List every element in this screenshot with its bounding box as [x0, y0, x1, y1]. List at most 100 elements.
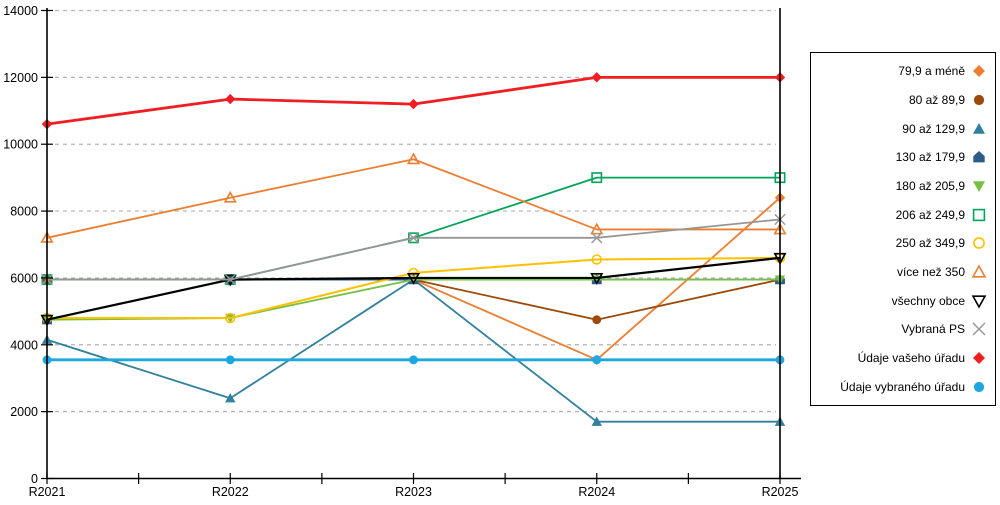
series-line [46, 256, 781, 320]
legend-marker-pentagon-icon [973, 151, 985, 163]
legend-marker-triangle-up-icon [973, 122, 985, 134]
legend-item: 80 až 89,9 [815, 86, 987, 113]
x-axis-labels: R2021 R2022 R2023 R2024 R2025 [29, 473, 799, 499]
legend-item: 180 až 205,9 [815, 172, 987, 199]
legend-marker-circle-icon [973, 381, 985, 392]
y-tick-label: 10000 [3, 138, 38, 152]
legend-marker-triangle-down-icon [973, 181, 985, 192]
legend-label: 80 až 89,9 [908, 92, 965, 107]
data-point-marker [591, 72, 602, 83]
legend-marker-circle-icon [973, 237, 985, 250]
legend-item: více než 350 [815, 258, 987, 285]
legend-marker-square-icon [972, 208, 986, 221]
legend-label: více než 350 [896, 264, 965, 279]
legend-label: 250 až 349,9 [895, 236, 965, 251]
legend-marker-shape [972, 322, 986, 336]
series-9 [40, 252, 787, 327]
legend-marker-shape [973, 151, 985, 163]
x-tick-label: R2025 [762, 485, 799, 499]
legend-marker-shape [973, 381, 985, 392]
legend-item: 250 až 349,9 [815, 230, 987, 257]
data-point-marker [223, 190, 237, 203]
series-line [46, 278, 781, 423]
series-line [46, 278, 781, 321]
data-point-marker [592, 355, 602, 365]
legend-item: všechny obce [815, 287, 987, 314]
y-tick-label: 0 [31, 472, 38, 486]
data-point-marker [408, 98, 419, 110]
legend-label: 206 až 249,9 [895, 207, 965, 222]
data-point-marker [225, 393, 236, 403]
legend-marker-shape [972, 208, 986, 221]
legend-marker-x-icon [972, 322, 986, 336]
gridlines [47, 9, 776, 413]
series-line [46, 278, 781, 321]
y-tick-label: 2000 [10, 405, 38, 419]
y-tick-label: 14000 [3, 4, 38, 18]
legend-marker-diamond-icon [973, 351, 985, 364]
legend-item: Vybraná PS [815, 316, 987, 343]
data-point-marker [225, 355, 235, 365]
data-point-marker [225, 93, 236, 105]
legend-marker-circle-icon [973, 94, 985, 106]
legend-item: Údaje vašeho úřadu [815, 344, 987, 371]
legend-label: Údaje vašeho úřadu [857, 350, 965, 365]
series-11 [41, 72, 786, 130]
legend-label: všechny obce [891, 293, 965, 308]
data-point-marker [592, 315, 602, 325]
legend-marker-triangle-down-icon [971, 294, 987, 309]
legend-item: 79,9 a méně [815, 58, 987, 85]
y-tick-label: 12000 [3, 71, 38, 85]
legend-marker-shape [973, 65, 985, 78]
series-line [46, 158, 781, 239]
data-point-marker [406, 152, 421, 165]
data-point-marker [224, 273, 236, 286]
legend-marker-shape [971, 294, 987, 309]
axes [46, 8, 801, 480]
legend-marker-shape [973, 351, 985, 364]
series-12 [42, 355, 785, 365]
y-axis-labels: 0 2000 4000 6000 8000 10000 12000 14000 [3, 4, 53, 486]
series-line [46, 278, 781, 321]
y-tick-label: 4000 [10, 338, 38, 352]
legend-marker-shape [973, 181, 985, 192]
data-point-marker [406, 272, 421, 285]
x-tick-label: R2023 [395, 485, 432, 499]
data-point-marker [591, 254, 602, 265]
data-point-marker [590, 272, 604, 285]
series-line [45, 256, 782, 321]
data-point-marker [591, 232, 603, 244]
legend-label: 90 až 129,9 [902, 121, 965, 136]
y-tick-label: 8000 [10, 205, 38, 219]
y-tick-label: 6000 [10, 271, 38, 285]
legend-marker-shape [973, 122, 985, 134]
series-8 [40, 152, 787, 243]
legend-marker-diamond-icon [973, 65, 985, 78]
data-point-marker [591, 172, 603, 184]
legend-item: 206 až 249,9 [815, 201, 987, 228]
legend-marker-triangle-up-icon [971, 264, 987, 278]
legend-label: Údaje vybraného úřadu [840, 379, 965, 394]
legend-item: Údaje vybraného úřadu [815, 373, 987, 400]
series-10 [41, 213, 786, 286]
x-tick-label: R2022 [212, 485, 249, 499]
legend-label: 130 až 179,9 [895, 150, 965, 165]
legend-marker-shape [973, 237, 985, 250]
legend-marker-shape [973, 94, 985, 106]
chart-legend: 79,9 a méně 80 až 89,9 90 až 129,9 130 až 1… [810, 52, 996, 406]
legend-label: 180 až 205,9 [895, 178, 965, 193]
legend-label: Vybraná PS [901, 322, 965, 337]
legend-item: 130 až 179,9 [815, 144, 987, 171]
data-point-marker [407, 232, 420, 244]
data-point-marker [225, 312, 236, 324]
data-point-marker [590, 222, 604, 235]
x-tick-label: R2024 [578, 485, 615, 499]
series-7 [41, 252, 786, 324]
legend-label: 79,9 a méně [898, 64, 965, 79]
data-point-marker [591, 416, 602, 426]
legend-marker-shape [971, 264, 987, 278]
x-tick-label: R2021 [29, 485, 66, 499]
data-point-marker [409, 355, 418, 365]
